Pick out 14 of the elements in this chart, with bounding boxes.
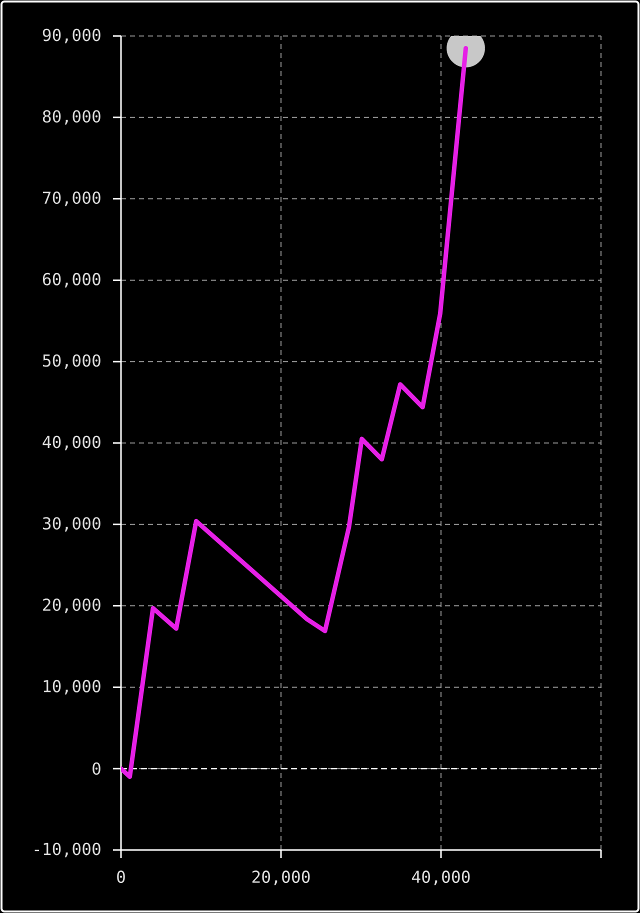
y-tick-label: 60,000	[42, 272, 100, 288]
x-tick-label: 40,000	[412, 870, 470, 886]
x-tick-label: 0	[117, 870, 125, 884]
y-tick-label: -10,000	[34, 842, 100, 858]
y-tick-label: 10,000	[44, 680, 100, 694]
y-tick-label: 50,000	[43, 354, 100, 369]
y-tick-label: 20,000	[43, 598, 100, 614]
y-tick-label: 30,000	[42, 517, 100, 532]
y-tick-label: 90,000	[42, 28, 100, 44]
y-tick-label: 40,000	[42, 436, 100, 450]
y-tick-label: 0	[92, 762, 100, 775]
x-tick-label: 20,000	[252, 870, 310, 886]
y-tick-label: 70,000	[42, 192, 100, 206]
y-tick-label: 80,000	[42, 110, 100, 125]
